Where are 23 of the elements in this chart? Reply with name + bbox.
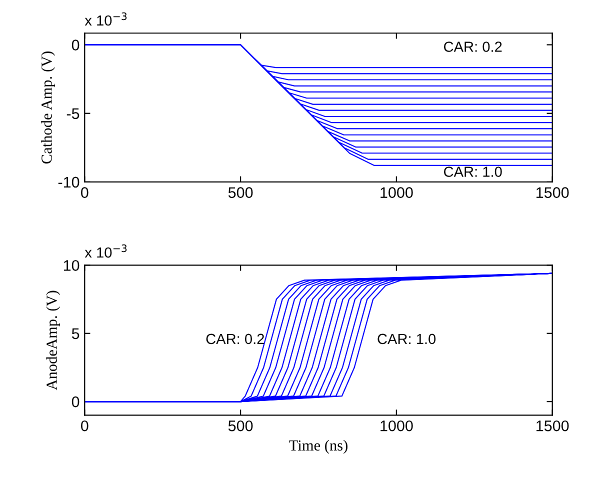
y-tick-label: -10: [58, 176, 80, 188]
x-tick-label: 0: [81, 187, 88, 198]
x-tick-label: 1000: [380, 187, 413, 198]
x-tick-label: 1000: [380, 420, 413, 432]
x-tick-label: 500: [228, 420, 253, 432]
y-tick-label: 0: [72, 396, 80, 408]
x-tick-label: 1500: [536, 420, 569, 432]
x-axis-title: Time (ns): [289, 440, 348, 454]
x-tick-label: 0: [81, 420, 88, 432]
x-tick-label: 500: [228, 187, 253, 198]
annotation: CAR: 0.2: [444, 42, 502, 52]
y-axis-title: AnodeAmp. (V): [46, 290, 60, 390]
annotation: CAR: 0.2: [206, 334, 264, 344]
text: x 10$^{−3}$: [84, 12, 127, 26]
text: x 10$^{−3}$: [84, 244, 127, 258]
y-tick-label: 10: [64, 260, 80, 271]
y-axis-title: Cathode Amp. (V): [41, 52, 55, 164]
y-tick-label: -5: [66, 108, 80, 120]
x-tick-label: 1500: [536, 187, 569, 198]
y-tick-label: 5: [72, 328, 80, 340]
annotation: CAR: 1.0: [378, 334, 436, 344]
annotation: CAR: 1.0: [444, 166, 502, 177]
y-tick-label: 0: [72, 40, 80, 50]
